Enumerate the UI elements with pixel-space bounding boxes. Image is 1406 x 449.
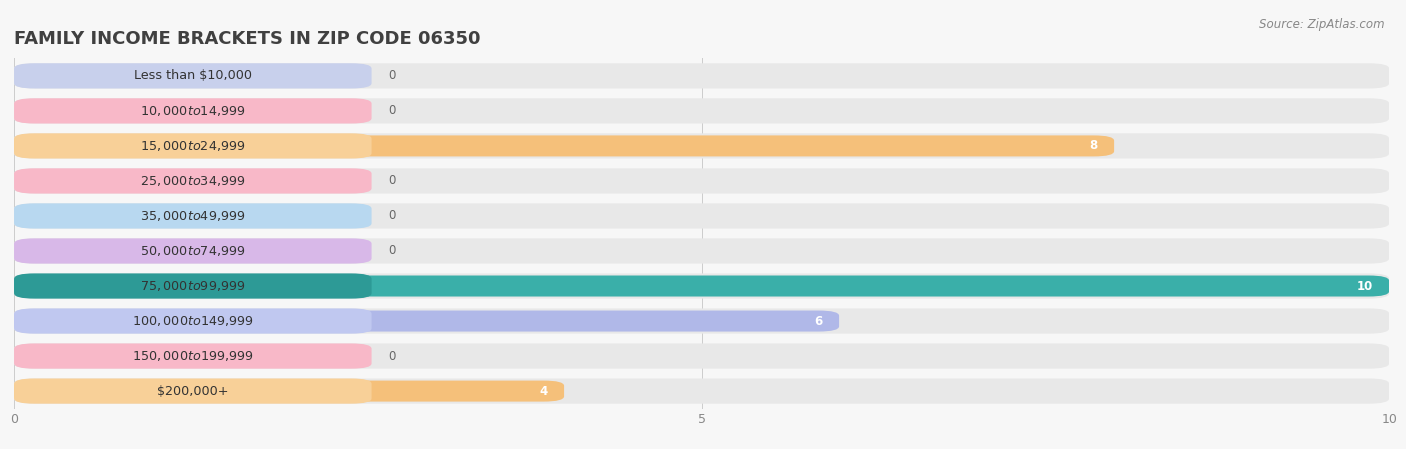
- Text: Less than $10,000: Less than $10,000: [134, 70, 252, 82]
- Text: Source: ZipAtlas.com: Source: ZipAtlas.com: [1260, 18, 1385, 31]
- FancyBboxPatch shape: [14, 273, 371, 299]
- Text: $75,000 to $99,999: $75,000 to $99,999: [141, 279, 246, 293]
- FancyBboxPatch shape: [14, 203, 371, 229]
- FancyBboxPatch shape: [14, 98, 1389, 123]
- Text: $150,000 to $199,999: $150,000 to $199,999: [132, 349, 253, 363]
- FancyBboxPatch shape: [14, 381, 564, 401]
- FancyBboxPatch shape: [14, 308, 371, 334]
- FancyBboxPatch shape: [14, 168, 371, 194]
- FancyBboxPatch shape: [14, 136, 1114, 156]
- Text: 0: 0: [388, 245, 395, 257]
- Text: $35,000 to $49,999: $35,000 to $49,999: [141, 209, 246, 223]
- FancyBboxPatch shape: [14, 308, 1389, 334]
- Text: 4: 4: [540, 385, 547, 397]
- FancyBboxPatch shape: [14, 343, 1389, 369]
- FancyBboxPatch shape: [14, 168, 1389, 194]
- FancyBboxPatch shape: [14, 379, 1389, 404]
- Text: $50,000 to $74,999: $50,000 to $74,999: [141, 244, 246, 258]
- FancyBboxPatch shape: [14, 273, 1389, 299]
- FancyBboxPatch shape: [14, 63, 371, 88]
- Text: 10: 10: [1357, 280, 1372, 292]
- Text: 0: 0: [388, 350, 395, 362]
- Text: $10,000 to $14,999: $10,000 to $14,999: [141, 104, 246, 118]
- FancyBboxPatch shape: [14, 203, 1389, 229]
- Text: $200,000+: $200,000+: [157, 385, 229, 397]
- Text: $100,000 to $149,999: $100,000 to $149,999: [132, 314, 253, 328]
- FancyBboxPatch shape: [14, 343, 371, 369]
- FancyBboxPatch shape: [14, 63, 1389, 88]
- FancyBboxPatch shape: [14, 133, 1389, 158]
- FancyBboxPatch shape: [14, 276, 1389, 296]
- FancyBboxPatch shape: [14, 238, 371, 264]
- Text: FAMILY INCOME BRACKETS IN ZIP CODE 06350: FAMILY INCOME BRACKETS IN ZIP CODE 06350: [14, 31, 481, 48]
- Text: $25,000 to $34,999: $25,000 to $34,999: [141, 174, 246, 188]
- FancyBboxPatch shape: [14, 379, 371, 404]
- Text: 0: 0: [388, 210, 395, 222]
- FancyBboxPatch shape: [14, 238, 1389, 264]
- FancyBboxPatch shape: [14, 311, 839, 331]
- FancyBboxPatch shape: [14, 98, 371, 123]
- Text: 0: 0: [388, 175, 395, 187]
- Text: $15,000 to $24,999: $15,000 to $24,999: [141, 139, 246, 153]
- Text: 6: 6: [814, 315, 823, 327]
- Text: 0: 0: [388, 105, 395, 117]
- Text: 8: 8: [1090, 140, 1098, 152]
- FancyBboxPatch shape: [14, 133, 371, 158]
- Text: 0: 0: [388, 70, 395, 82]
